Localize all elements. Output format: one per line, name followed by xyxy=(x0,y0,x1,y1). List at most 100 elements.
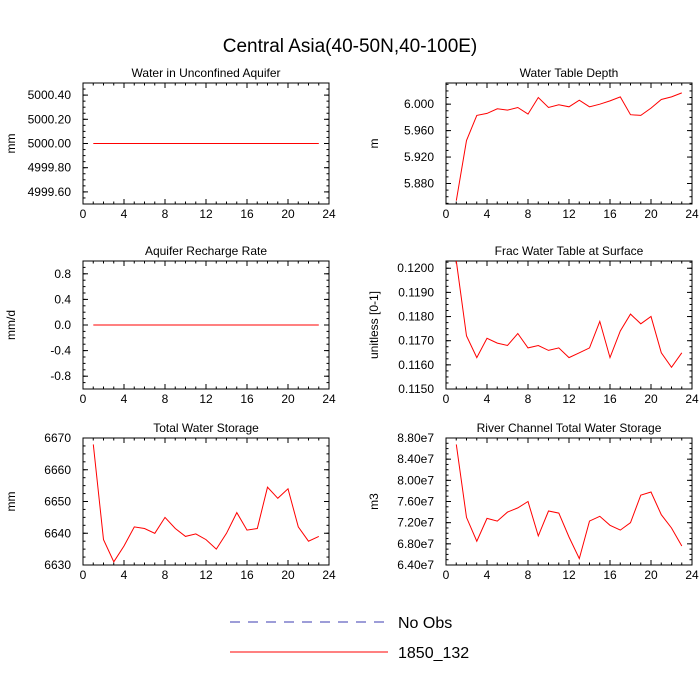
x-tick-label: 4 xyxy=(484,568,491,582)
series-line-1850_132 xyxy=(455,444,683,561)
panel-title: Water Table Depth xyxy=(520,66,619,80)
plot-frame xyxy=(82,437,330,566)
x-tick-label: 16 xyxy=(603,568,617,582)
panel-5: Total Water Storage mm 0 4 8 12 16 20 24 6630 6640… xyxy=(4,421,336,582)
y-tick-label: 0.0 xyxy=(54,318,71,332)
legend-entry-1: No Obs xyxy=(230,615,452,632)
x-tick-label: 8 xyxy=(525,392,532,406)
x-tick-label: 24 xyxy=(685,392,699,406)
y-tick-label: 0.1170 xyxy=(398,334,434,348)
x-tick-label: 24 xyxy=(322,207,336,221)
y-tick-label: 5.880 xyxy=(404,177,434,191)
x-tick-label: 16 xyxy=(240,392,254,406)
figure-title: Central Asia(40-50N,40-100E) xyxy=(223,36,478,57)
y-tick-label: 8.00e7 xyxy=(397,473,434,487)
panel-6: River Channel Total Water Storage m3 0 4 8 12… xyxy=(367,421,699,582)
y-tick-label: 7.20e7 xyxy=(397,516,434,530)
y-tick-label: 6.40e7 xyxy=(397,558,434,572)
x-tick-label: 8 xyxy=(162,392,169,406)
x-tick-label: 0 xyxy=(443,392,450,406)
panel-title: Water in Unconfined Aquifer xyxy=(132,66,281,80)
y-tick-label: 8.80e7 xyxy=(397,431,434,445)
y-tick-label: 0.1150 xyxy=(398,382,434,396)
panel-title: Total Water Storage xyxy=(153,421,259,435)
legend: No Obs 1850_132 xyxy=(230,615,469,662)
x-tick-label: 4 xyxy=(121,392,128,406)
panel-1: Water in Unconfined Aquifer mm 0 4 8 12 16 20 24… xyxy=(4,66,336,221)
x-tick-label: 24 xyxy=(322,392,336,406)
x-tick-label: 24 xyxy=(322,568,336,582)
panel-title: River Channel Total Water Storage xyxy=(477,421,662,435)
legend-entry-2: 1850_132 xyxy=(230,645,469,662)
x-tick-label: 20 xyxy=(281,392,295,406)
x-tick-label: 0 xyxy=(80,392,87,406)
x-tick-label: 12 xyxy=(199,568,213,582)
y-tick-label: 7.60e7 xyxy=(397,495,434,509)
x-tick-label: 0 xyxy=(443,207,450,221)
y-tick-label: 0.4 xyxy=(54,292,71,306)
y-tick-label: 5000.40 xyxy=(28,88,72,102)
legend-label: No Obs xyxy=(398,615,452,632)
y-tick-label: 6.000 xyxy=(404,97,434,111)
x-tick-label: 0 xyxy=(80,207,87,221)
x-tick-label: 12 xyxy=(562,207,576,221)
y-tick-label: 5.960 xyxy=(404,124,434,138)
panels-group: Water in Unconfined Aquifer mm 0 4 8 12 16 20 24… xyxy=(4,66,699,582)
x-tick-label: 4 xyxy=(121,207,128,221)
series-line-1850_132 xyxy=(455,92,682,201)
y-tick-label: 6650 xyxy=(44,495,71,509)
x-tick-label: 16 xyxy=(240,207,254,221)
panel-3: Aquifer Recharge Rate mm/d 0 4 8 12 16 20 24 -0.8… xyxy=(4,244,336,406)
y-tick-label: -0.8 xyxy=(50,369,71,383)
x-tick-label: 8 xyxy=(162,207,169,221)
x-tick-label: 0 xyxy=(443,568,450,582)
x-tick-label: 4 xyxy=(121,568,128,582)
series-line-1850_132 xyxy=(92,444,320,563)
y-tick-label: 0.1180 xyxy=(398,310,434,324)
x-tick-label: 12 xyxy=(562,392,576,406)
y-tick-label: 0.1160 xyxy=(398,358,434,372)
x-tick-label: 16 xyxy=(240,568,254,582)
x-tick-label: 4 xyxy=(484,392,491,406)
y-tick-label: 4999.60 xyxy=(28,185,72,199)
plot-frame xyxy=(445,82,693,205)
y-tick-label: 6.80e7 xyxy=(397,537,434,551)
x-tick-label: 8 xyxy=(162,568,169,582)
y-tick-label: 6670 xyxy=(44,431,71,445)
y-tick-label: 0.1200 xyxy=(397,261,434,275)
x-tick-label: 16 xyxy=(603,392,617,406)
y-axis-label: unitless [0-1] xyxy=(367,291,381,359)
x-tick-label: 12 xyxy=(199,207,213,221)
x-tick-label: 16 xyxy=(603,207,617,221)
x-tick-label: 20 xyxy=(644,392,658,406)
panel-title: Aquifer Recharge Rate xyxy=(145,244,267,258)
y-axis-label: mm xyxy=(4,492,18,512)
x-tick-label: 20 xyxy=(644,568,658,582)
y-tick-label: 6630 xyxy=(44,558,71,572)
y-tick-label: 6660 xyxy=(44,463,71,477)
panel-2: Water Table Depth m 0 4 8 12 16 20 24 5.880 5.920 5… xyxy=(367,66,699,221)
x-tick-label: 8 xyxy=(525,568,532,582)
x-tick-label: 24 xyxy=(685,568,699,582)
x-tick-label: 20 xyxy=(281,568,295,582)
legend-label: 1850_132 xyxy=(398,645,469,662)
x-tick-label: 24 xyxy=(685,207,699,221)
panel-title: Frac Water Table at Surface xyxy=(495,244,644,258)
plot-frame xyxy=(445,260,693,390)
y-tick-label: -0.4 xyxy=(50,344,71,358)
panel-4: Frac Water Table at Surface unitless [0-1… xyxy=(367,244,699,406)
y-tick-label: 5.920 xyxy=(404,150,434,164)
y-axis-label: mm/d xyxy=(4,310,18,340)
y-axis-label: mm xyxy=(4,134,18,154)
x-tick-label: 12 xyxy=(562,568,576,582)
y-tick-label: 0.8 xyxy=(54,267,71,281)
y-tick-label: 6640 xyxy=(44,526,71,540)
series-line-1850_132 xyxy=(455,260,683,369)
x-tick-label: 20 xyxy=(281,207,295,221)
y-tick-label: 4999.80 xyxy=(28,161,72,175)
x-tick-label: 0 xyxy=(80,568,87,582)
y-tick-label: 8.40e7 xyxy=(397,452,434,466)
x-tick-label: 12 xyxy=(199,392,213,406)
y-tick-label: 5000.00 xyxy=(28,137,72,151)
